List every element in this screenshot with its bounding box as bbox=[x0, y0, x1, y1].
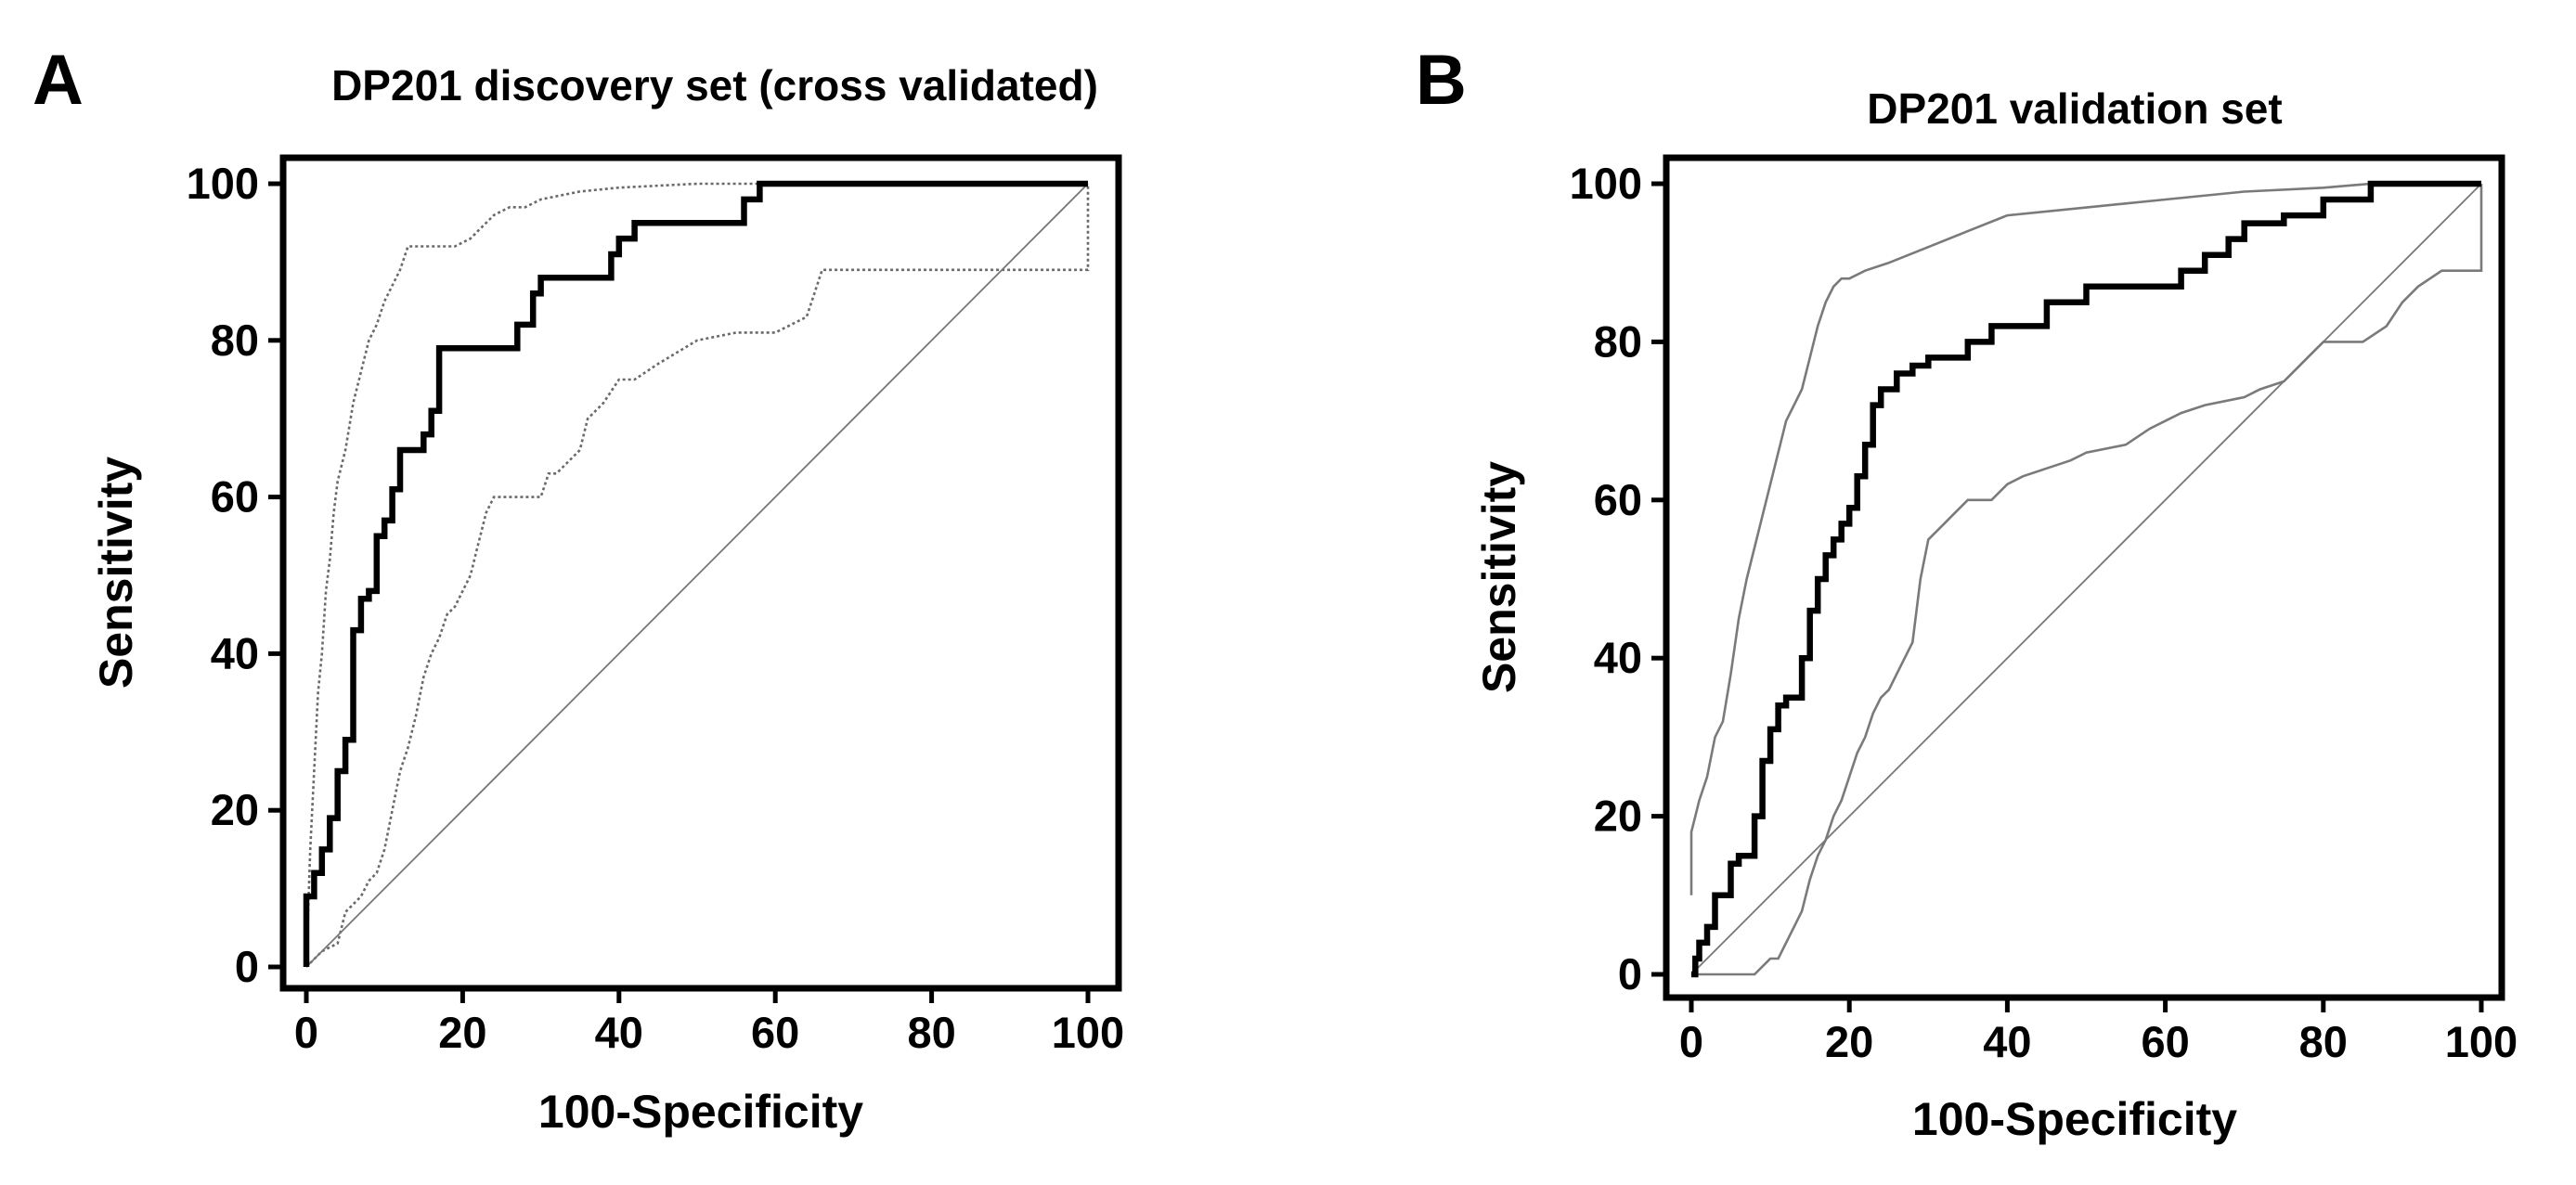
y-tick-label-a: 20 bbox=[211, 785, 259, 834]
y-axis-label-b: Sensitivity bbox=[1473, 461, 1525, 693]
y-tick-label-b: 20 bbox=[1594, 792, 1642, 841]
x-tick-label-a: 60 bbox=[751, 1008, 799, 1057]
reference-line-line-b bbox=[1690, 183, 2482, 975]
y-tick-label-b: 80 bbox=[1594, 316, 1642, 366]
y-tick-label-a: 40 bbox=[211, 628, 259, 677]
roc-curve-line-b bbox=[1691, 180, 2481, 978]
panel-a: A DP201 discovery set (cross validated) … bbox=[32, 41, 1124, 1138]
chart-title-a: DP201 discovery set (cross validated) bbox=[331, 61, 1098, 109]
95-ci-upper-bound-line-a bbox=[304, 182, 1088, 968]
roc-curve-line-a bbox=[303, 180, 1088, 967]
panel-letter-b: B bbox=[1416, 41, 1467, 120]
x-tick-label-b: 100 bbox=[2445, 1017, 2518, 1066]
x-tick-label-b: 80 bbox=[2299, 1017, 2348, 1066]
x-axis-label-a: 100-Specificity bbox=[538, 1086, 863, 1138]
panel-letter-a: A bbox=[32, 41, 84, 120]
x-tick-label-a: 40 bbox=[595, 1008, 643, 1057]
y-tick-label-a: 0 bbox=[235, 942, 259, 991]
95-ci-lower-bound-line-a bbox=[305, 184, 1090, 968]
chart-title-b: DP201 validation set bbox=[1867, 84, 2282, 133]
panel-b: B DP201 validation set 0 20 40 60 80 100 0 20 40… bbox=[1416, 41, 2518, 1145]
x-tick-label-b: 0 bbox=[1679, 1017, 1703, 1066]
x-tick-label-a: 20 bbox=[438, 1008, 486, 1057]
x-tick-label-b: 60 bbox=[2141, 1017, 2189, 1066]
y-axis-label-a: Sensitivity bbox=[90, 457, 142, 689]
reference-line-line-a bbox=[305, 183, 1089, 968]
plot-frame-b bbox=[1663, 154, 2505, 1001]
x-tick-label-b: 20 bbox=[1825, 1017, 1873, 1066]
x-tick-label-a: 100 bbox=[1052, 1008, 1124, 1057]
95-ci-upper-bound-line-b bbox=[1689, 182, 2481, 895]
y-tick-label-b: 60 bbox=[1594, 475, 1642, 524]
y-tick-label-a: 100 bbox=[187, 159, 259, 208]
x-tick-label-a: 80 bbox=[907, 1008, 955, 1057]
x-tick-label-b: 40 bbox=[1983, 1017, 2031, 1066]
plot-frame-a bbox=[279, 154, 1122, 992]
y-tick-label-b: 0 bbox=[1618, 949, 1642, 998]
y-tick-label-a: 80 bbox=[211, 316, 259, 365]
x-tick-label-a: 0 bbox=[294, 1008, 318, 1057]
y-tick-label-b: 40 bbox=[1594, 633, 1642, 682]
x-axis-label-b: 100-Specificity bbox=[1912, 1093, 2237, 1145]
y-tick-label-b: 100 bbox=[1570, 159, 1642, 208]
y-tick-label-a: 60 bbox=[211, 472, 259, 522]
